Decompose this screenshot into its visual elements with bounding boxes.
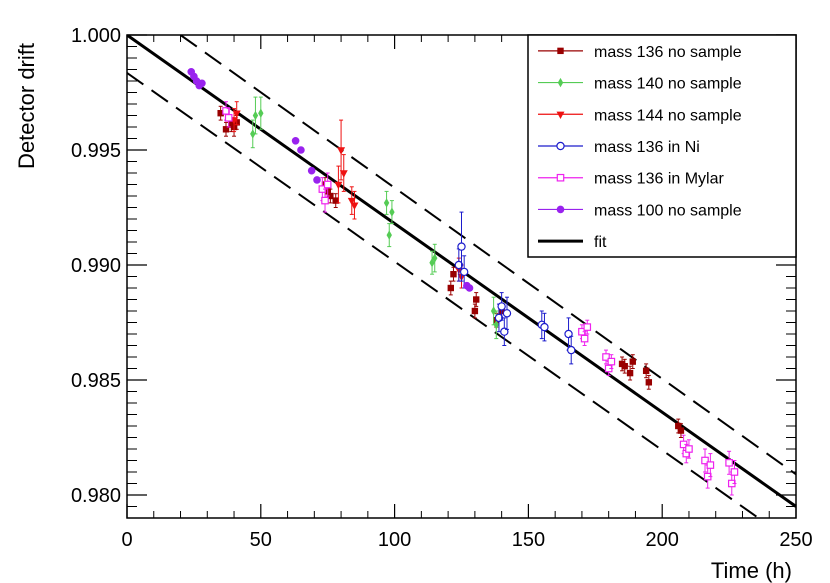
- data-point-square: [677, 427, 685, 434]
- legend-entry: mass 140 no sample: [538, 76, 742, 93]
- x-tick-label: 50: [250, 529, 272, 551]
- x-tick-label: 250: [779, 529, 812, 551]
- legend-label: mass 136 in Ni: [594, 139, 700, 156]
- data-point-open-square: [701, 456, 709, 465]
- data-point-diamond: [250, 129, 256, 139]
- data-point-open-square: [224, 113, 233, 122]
- data-point-diamond: [432, 253, 438, 263]
- x-axis-title: Time (h): [711, 558, 792, 583]
- legend-label: mass 144 no sample: [594, 107, 742, 124]
- data-point-triangle: [232, 110, 241, 118]
- data-point-open-square: [323, 180, 332, 189]
- x-tick-label: 150: [512, 529, 545, 551]
- data-point-open-square: [602, 353, 610, 361]
- data-point-square: [473, 296, 480, 303]
- data-point-square: [626, 369, 634, 377]
- data-point-diamond: [490, 306, 497, 316]
- legend: mass 136 no sample mass 140 no sample mass…: [527, 34, 797, 258]
- data-point-open-circle: [502, 309, 512, 318]
- data-point-square: [642, 367, 650, 374]
- data-point-diamond: [557, 77, 564, 88]
- series-4: [454, 211, 576, 365]
- data-point-circle: [291, 137, 300, 145]
- legend-label: fit: [594, 234, 607, 251]
- data-point-square: [645, 379, 653, 386]
- data-point-square: [222, 126, 230, 133]
- fit-band-line: [127, 72, 761, 518]
- data-point-open-circle: [567, 345, 576, 355]
- data-point-triangle: [339, 170, 348, 178]
- data-point-open-circle: [459, 267, 469, 277]
- legend-label: mass 140 no sample: [594, 76, 742, 93]
- legend-entry: mass 136 in Ni: [538, 139, 700, 156]
- y-tick-label: 0.990: [71, 255, 121, 277]
- data-point-open-square: [321, 196, 329, 205]
- x-tick-label: 200: [646, 529, 679, 551]
- data-point-open-square: [685, 445, 693, 453]
- data-point-square: [332, 197, 339, 204]
- data-point-square: [675, 422, 682, 430]
- series-6: [187, 68, 474, 292]
- data-point-circle: [297, 146, 305, 154]
- legend-entry: mass 136 no sample: [538, 44, 742, 61]
- x-tick-label: 0: [121, 529, 132, 551]
- data-layer: [187, 68, 739, 496]
- data-point-triangle: [350, 202, 359, 210]
- data-point-diamond: [383, 198, 390, 208]
- data-point-open-circle: [540, 322, 549, 332]
- data-point-square: [471, 307, 479, 315]
- data-point-circle: [465, 284, 474, 292]
- data-point-square: [629, 358, 636, 365]
- data-point-diamond: [252, 110, 259, 121]
- data-point-triangle: [347, 197, 356, 206]
- data-point-open-square: [583, 323, 592, 331]
- data-point-circle: [198, 79, 206, 88]
- data-point-circle: [313, 176, 321, 184]
- data-point-open-circle: [457, 242, 466, 251]
- data-point-square: [447, 284, 454, 292]
- data-point-diamond: [386, 230, 392, 240]
- data-point-open-square: [580, 334, 589, 343]
- axes: 0 50 100 150 200 250 0.980 0.985 0.990 0.995 1.000: [71, 25, 813, 551]
- data-point-open-square: [607, 357, 616, 366]
- x-tick-label: 100: [378, 529, 411, 551]
- series-2: [250, 96, 499, 340]
- data-point-diamond: [258, 108, 264, 118]
- data-point-square: [621, 363, 628, 370]
- data-point-open-circle: [454, 260, 464, 270]
- y-tick-label: 1.000: [71, 25, 121, 47]
- legend-entry: mass 100 no sample: [538, 202, 742, 219]
- data-point-open-circle: [497, 302, 506, 311]
- y-tick-label: 0.985: [71, 370, 121, 392]
- data-point-open-square: [556, 173, 565, 182]
- y-axis-title: Detector drift: [14, 43, 39, 169]
- y-tick-label: 0.980: [71, 485, 121, 507]
- series-5: [222, 101, 739, 496]
- data-point-square: [217, 110, 224, 117]
- legend-label: mass 100 no sample: [594, 202, 742, 219]
- legend-label: mass 136 no sample: [594, 44, 742, 61]
- legend-entry: mass 144 no sample: [538, 107, 742, 124]
- data-point-square: [557, 47, 564, 55]
- legend-entry: mass 136 in Mylar: [538, 171, 724, 188]
- data-point-circle: [556, 205, 565, 214]
- series-3: [230, 101, 466, 289]
- data-point-open-square: [730, 468, 739, 476]
- data-point-square: [327, 192, 334, 200]
- data-point-triangle: [337, 147, 346, 155]
- data-point-diamond: [493, 320, 499, 330]
- data-point-diamond: [389, 207, 395, 217]
- y-tick-label: 0.995: [71, 140, 121, 162]
- data-point-open-square: [725, 459, 733, 467]
- legend-entry: fit: [538, 234, 607, 251]
- data-point-triangle: [334, 181, 343, 190]
- data-point-open-circle: [556, 141, 565, 151]
- fit-band-line: [179, 35, 796, 476]
- data-point-open-square: [706, 461, 715, 469]
- legend-label: mass 136 in Mylar: [594, 171, 724, 188]
- data-point-circle: [307, 166, 316, 175]
- data-point-square: [450, 271, 457, 278]
- data-point-triangle: [556, 111, 565, 119]
